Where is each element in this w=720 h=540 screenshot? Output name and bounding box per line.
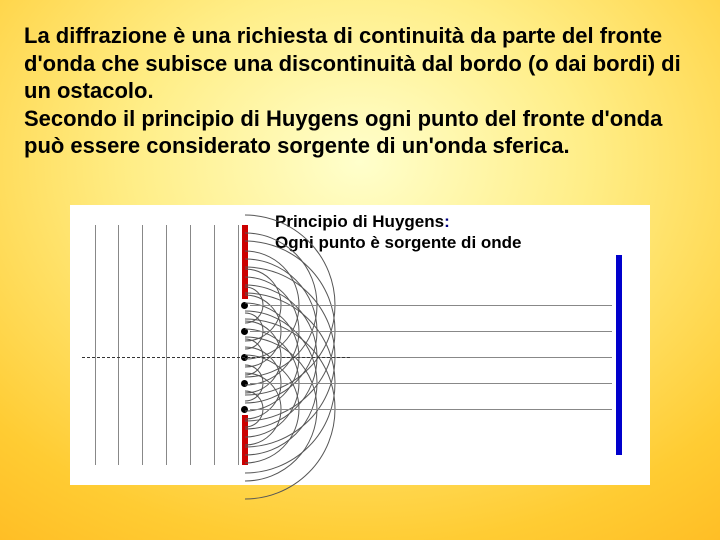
optical-axis: [82, 357, 350, 358]
huygens-diagram: Principio di Huygens: Ogni punto è sorge…: [70, 205, 650, 485]
output-line: [250, 305, 612, 306]
output-line: [250, 383, 612, 384]
screen-bar: [616, 255, 622, 455]
wavelet-arcs: [70, 205, 650, 485]
intro-paragraph: La diffrazione è una richiesta di contin…: [24, 22, 694, 160]
intro-text: La diffrazione è una richiesta di contin…: [24, 23, 681, 158]
output-line: [250, 409, 612, 410]
output-line: [250, 331, 612, 332]
